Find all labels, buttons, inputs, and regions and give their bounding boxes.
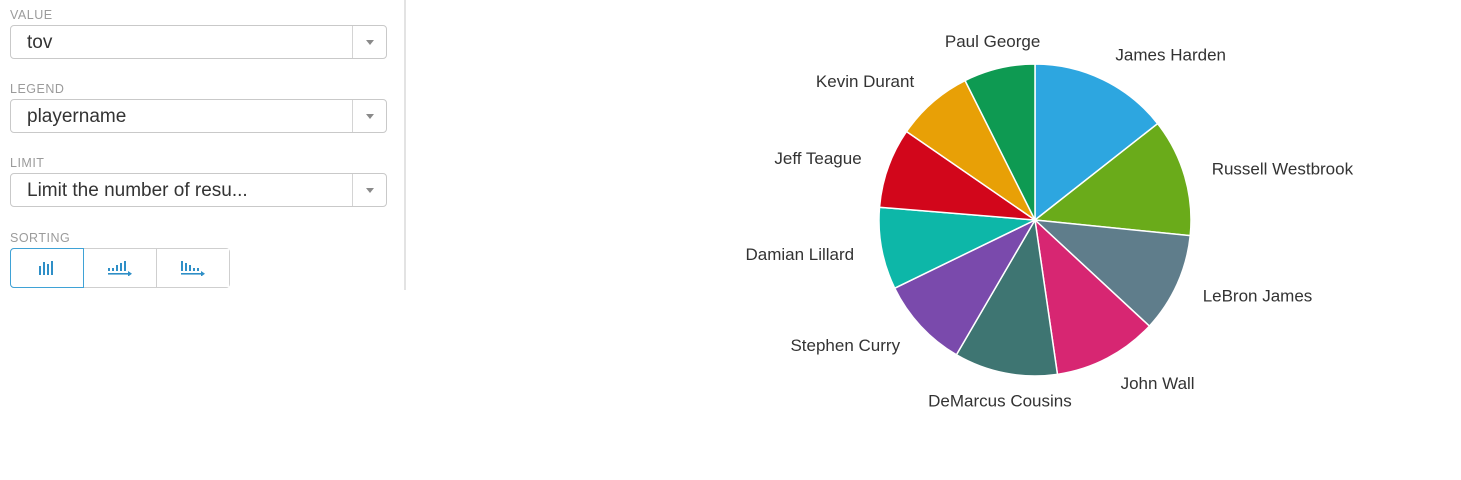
- legend-select[interactable]: playername: [10, 99, 387, 133]
- pie-slice-label: John Wall: [1121, 374, 1195, 393]
- sort-none-icon: [39, 261, 54, 275]
- limit-select[interactable]: Limit the number of resu...: [10, 173, 387, 207]
- value-select[interactable]: tov: [10, 25, 387, 59]
- value-select-text: tov: [27, 32, 53, 53]
- legend-select-text: playername: [27, 106, 127, 127]
- pie-slice[interactable]: [964, 63, 1036, 221]
- pie-slice[interactable]: [878, 206, 1038, 290]
- pie-slice-label: Kevin Durant: [816, 72, 915, 91]
- pie-slice-label: James Harden: [1115, 46, 1226, 65]
- sort-none-button[interactable]: [10, 248, 85, 288]
- chevron-down-icon[interactable]: [352, 174, 386, 206]
- limit-label: LIMIT: [10, 156, 45, 170]
- pie-slice-label: Damian Lillard: [745, 245, 854, 264]
- sort-ascending-button[interactable]: [84, 249, 157, 287]
- chart-settings-panel: VALUE tov LEGEND playername LIMIT Limit …: [0, 0, 400, 290]
- sorting-button-group: [10, 248, 230, 288]
- pie-slice-label: DeMarcus Cousins: [928, 392, 1072, 411]
- pie-slice-label: Stephen Curry: [790, 336, 900, 355]
- pie-slice-label: Jeff Teague: [774, 149, 861, 168]
- pie-slice[interactable]: [893, 218, 1037, 356]
- pie-slice-label: Paul George: [945, 32, 1040, 51]
- pie-slice[interactable]: [1034, 63, 1159, 222]
- sort-ascending-icon: [108, 261, 132, 276]
- panel-divider: [404, 0, 406, 290]
- value-label: VALUE: [10, 8, 53, 22]
- sort-descending-button[interactable]: [156, 249, 229, 287]
- legend-label: LEGEND: [10, 82, 65, 96]
- pie-chart: James Harden Russell Westbrook LeBron Jame…: [690, 10, 1390, 430]
- chevron-down-icon[interactable]: [352, 100, 386, 132]
- chevron-down-icon[interactable]: [352, 26, 386, 58]
- pie-slice[interactable]: [1033, 218, 1151, 376]
- pie-slice[interactable]: [955, 217, 1059, 377]
- limit-select-placeholder: Limit the number of resu...: [27, 180, 248, 201]
- pie-chart-svg: James Harden Russell Westbrook LeBron Jame…: [745, 32, 1354, 411]
- pie-slice-label: LeBron James: [1203, 287, 1313, 306]
- pie-slice[interactable]: [1032, 219, 1192, 328]
- sorting-label: SORTING: [10, 231, 71, 245]
- pie-slice-label: Russell Westbrook: [1212, 160, 1354, 179]
- sort-descending-icon: [180, 261, 205, 276]
- pie-slice[interactable]: [1033, 122, 1192, 237]
